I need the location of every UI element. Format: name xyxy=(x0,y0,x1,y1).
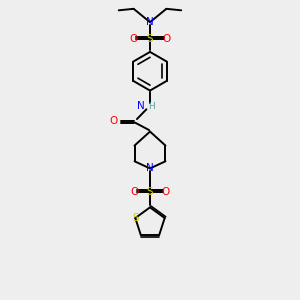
Text: O: O xyxy=(161,187,169,196)
Text: N: N xyxy=(146,17,154,27)
Text: S: S xyxy=(147,34,153,44)
Text: O: O xyxy=(130,187,139,196)
Text: O: O xyxy=(130,34,138,44)
Text: S: S xyxy=(147,187,153,196)
Text: N: N xyxy=(146,164,154,173)
Text: O: O xyxy=(109,116,117,126)
Text: O: O xyxy=(162,34,170,44)
Text: N: N xyxy=(137,101,145,111)
Text: S: S xyxy=(132,213,139,223)
Text: H: H xyxy=(148,102,155,111)
